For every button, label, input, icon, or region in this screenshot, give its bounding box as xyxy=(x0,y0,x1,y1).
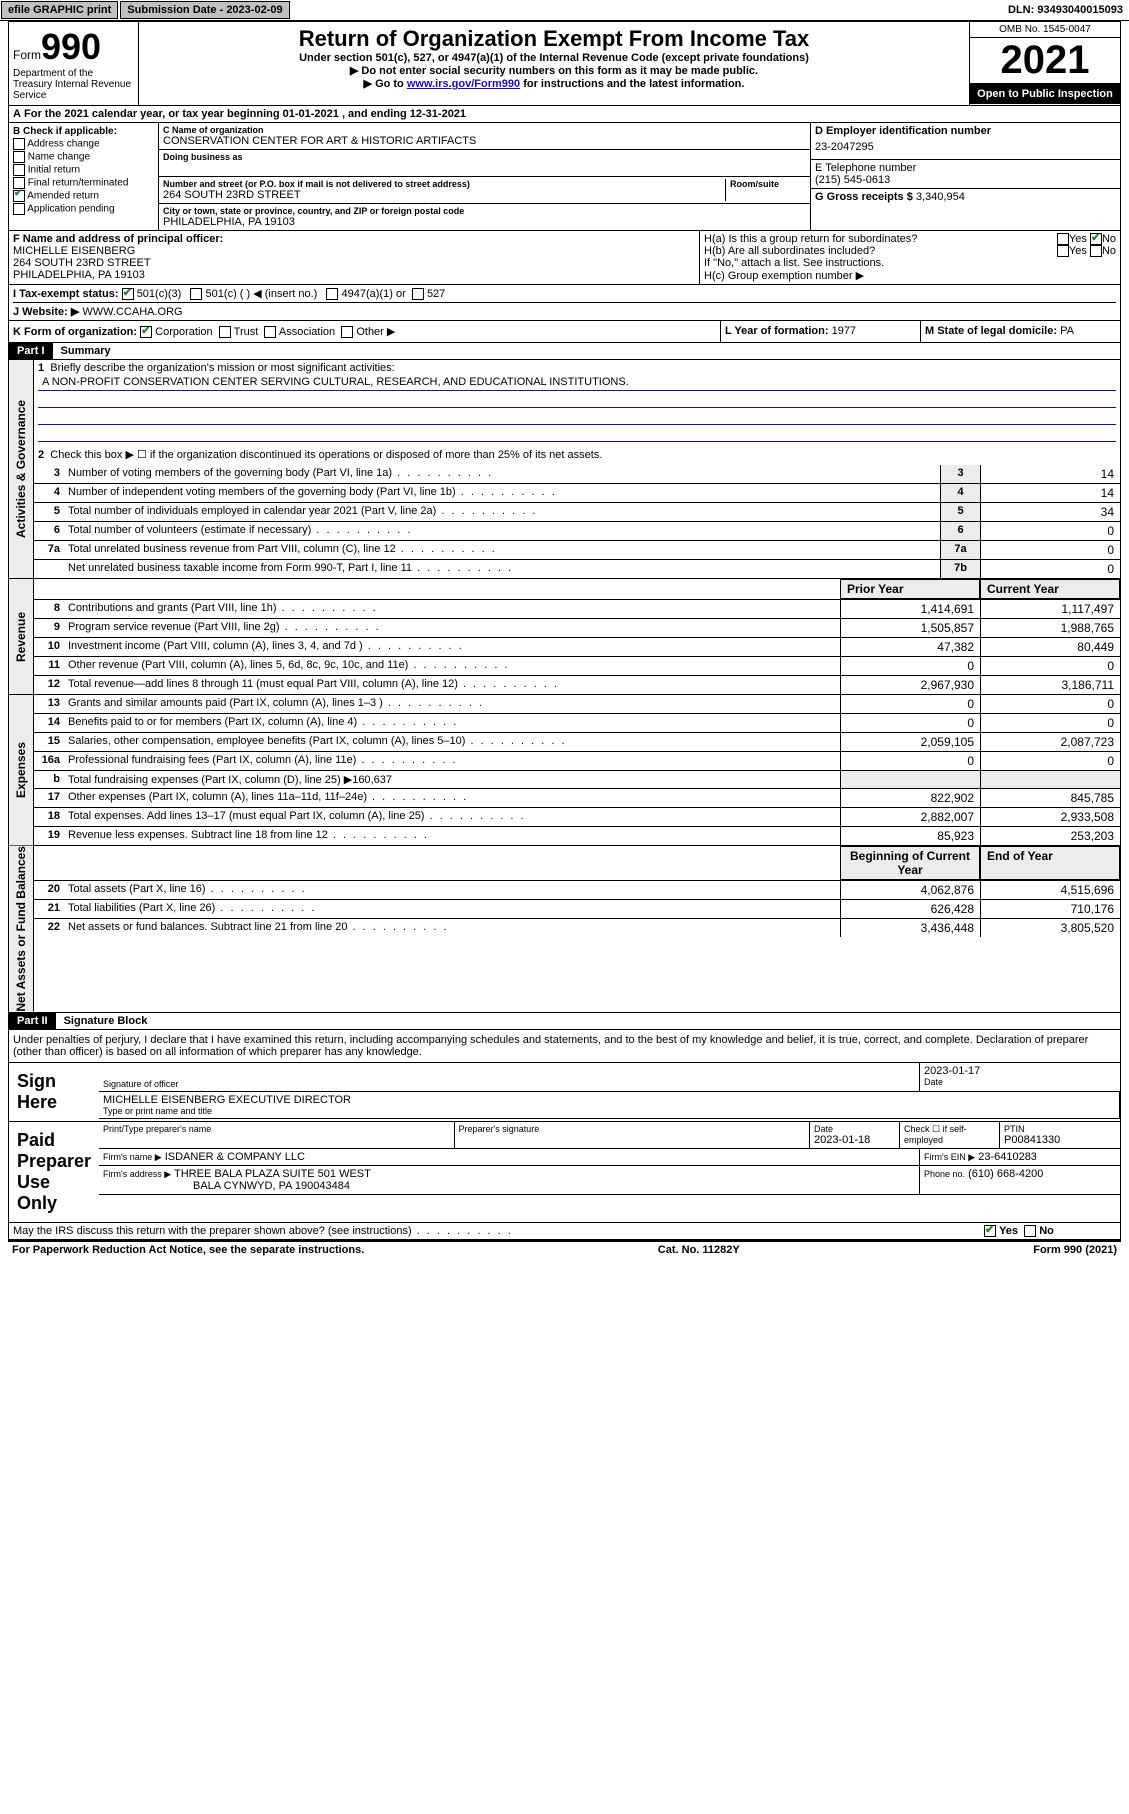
section-f: F Name and address of principal officer:… xyxy=(9,231,700,284)
ein-value: 23-2047295 xyxy=(815,137,1116,157)
dln-label: DLN: 93493040015093 xyxy=(1002,2,1129,18)
table-row: 18Total expenses. Add lines 13–17 (must … xyxy=(34,808,1120,827)
form-header: Form990 Department of the Treasury Inter… xyxy=(8,21,1121,106)
table-row: 5Total number of individuals employed in… xyxy=(34,503,1120,522)
org-city: PHILADELPHIA, PA 19103 xyxy=(163,216,806,228)
table-row: 14Benefits paid to or for members (Part … xyxy=(34,714,1120,733)
paid-preparer-label: Paid Preparer Use Only xyxy=(9,1122,99,1222)
side-revenue: Revenue xyxy=(9,579,34,694)
period-row: A For the 2021 calendar year, or tax yea… xyxy=(8,106,1121,123)
form-number: Form990 xyxy=(13,26,134,68)
table-row: 20Total assets (Part X, line 16)4,062,87… xyxy=(34,881,1120,900)
mission-text: A NON-PROFIT CONSERVATION CENTER SERVING… xyxy=(38,374,1116,391)
form-subtitle: Under section 501(c), 527, or 4947(a)(1)… xyxy=(147,52,961,64)
corp-check-icon xyxy=(140,326,152,338)
amended-check-icon xyxy=(13,190,25,202)
sign-here-label: Sign Here xyxy=(9,1063,99,1121)
table-row: 11Other revenue (Part VIII, column (A), … xyxy=(34,657,1120,676)
form-note-2: ▶ Go to www.irs.gov/Form990 for instruct… xyxy=(147,77,961,90)
section-c: C Name of organization CONSERVATION CENT… xyxy=(159,123,810,230)
501c3-check-icon xyxy=(122,288,134,300)
table-row: 12Total revenue—add lines 8 through 11 (… xyxy=(34,676,1120,694)
omb-number: OMB No. 1545-0047 xyxy=(970,22,1120,38)
declaration: Under penalties of perjury, I declare th… xyxy=(8,1030,1121,1063)
table-row: bTotal fundraising expenses (Part IX, co… xyxy=(34,771,1120,789)
org-street: 264 SOUTH 23RD STREET xyxy=(163,189,725,201)
table-row: 21Total liabilities (Part X, line 26)626… xyxy=(34,900,1120,919)
form-title: Return of Organization Exempt From Incom… xyxy=(147,26,961,52)
part-2-header: Part II Signature Block xyxy=(8,1013,1121,1030)
section-i-j: I Tax-exempt status: 501(c)(3) 501(c) ( … xyxy=(9,285,1120,320)
irs-link[interactable]: www.irs.gov/Form990 xyxy=(407,78,520,90)
top-toolbar: efile GRAPHIC print Submission Date - 20… xyxy=(0,0,1129,21)
table-row: Net unrelated business taxable income fr… xyxy=(34,560,1120,578)
section-m: M State of legal domicile: PA xyxy=(920,321,1120,342)
table-row: 7aTotal unrelated business revenue from … xyxy=(34,541,1120,560)
section-b: B Check if applicable: Address change Na… xyxy=(9,123,159,230)
discuss-yes-check-icon xyxy=(984,1225,996,1237)
submission-date-button[interactable]: Submission Date - 2023-02-09 xyxy=(120,1,289,19)
section-l: L Year of formation: 1977 xyxy=(720,321,920,342)
table-row: 3Number of voting members of the governi… xyxy=(34,465,1120,484)
website-link[interactable]: WWW.CCAHA.ORG xyxy=(82,306,182,318)
h-a-no-check-icon xyxy=(1090,233,1102,245)
section-d-e-g: D Employer identification number 23-2047… xyxy=(810,123,1120,230)
department-label: Department of the Treasury Internal Reve… xyxy=(13,68,134,101)
open-to-public: Open to Public Inspection xyxy=(970,84,1120,104)
gross-receipts: 3,340,954 xyxy=(916,191,965,203)
discuss-question: May the IRS discuss this return with the… xyxy=(9,1223,980,1239)
table-row: 9Program service revenue (Part VIII, lin… xyxy=(34,619,1120,638)
table-row: 15Salaries, other compensation, employee… xyxy=(34,733,1120,752)
table-row: 19Revenue less expenses. Subtract line 1… xyxy=(34,827,1120,845)
phone-value: (215) 545-0613 xyxy=(815,174,1116,186)
table-row: 22Net assets or fund balances. Subtract … xyxy=(34,919,1120,937)
page-footer: For Paperwork Reduction Act Notice, see … xyxy=(8,1242,1121,1258)
table-row: 8Contributions and grants (Part VIII, li… xyxy=(34,600,1120,619)
table-row: 4Number of independent voting members of… xyxy=(34,484,1120,503)
efile-print-button[interactable]: efile GRAPHIC print xyxy=(1,1,118,19)
side-net-assets: Net Assets or Fund Balances xyxy=(9,846,34,1012)
org-name: CONSERVATION CENTER FOR ART & HISTORIC A… xyxy=(163,135,806,147)
table-row: 13Grants and similar amounts paid (Part … xyxy=(34,695,1120,714)
part-1-header: Part I Summary xyxy=(8,343,1121,360)
table-row: 17Other expenses (Part IX, column (A), l… xyxy=(34,789,1120,808)
form-note-1: ▶ Do not enter social security numbers o… xyxy=(147,64,961,77)
table-row: 6Total number of volunteers (estimate if… xyxy=(34,522,1120,541)
side-expenses: Expenses xyxy=(9,695,34,845)
section-h: H(a) Is this a group return for subordin… xyxy=(700,231,1120,284)
tax-year: 2021 xyxy=(970,38,1120,84)
side-governance: Activities & Governance xyxy=(9,360,34,578)
section-k: K Form of organization: Corporation Trus… xyxy=(9,321,720,342)
table-row: 10Investment income (Part VIII, column (… xyxy=(34,638,1120,657)
table-row: 16aProfessional fundraising fees (Part I… xyxy=(34,752,1120,771)
